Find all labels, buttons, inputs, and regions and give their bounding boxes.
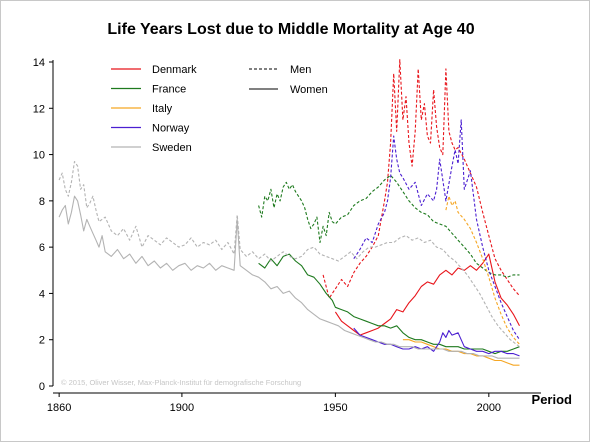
credit-text: © 2015, Oliver Wisser, Max-Planck-Instit… [61, 378, 301, 387]
y-tick-label: 14 [33, 57, 45, 69]
series-line-norway-women [353, 327, 520, 357]
x-tick-label: 1950 [323, 402, 347, 414]
y-tick-label: 8 [39, 196, 45, 208]
series-line-sweden-men [58, 160, 520, 348]
legend-linestyle-label: Men [290, 64, 311, 76]
series-line-denmark-women [334, 253, 520, 336]
series-line-denmark-men [322, 59, 520, 299]
series-line-france-men [258, 174, 520, 278]
series-line-italy-women [402, 339, 520, 366]
legend-label: Sweden [152, 142, 192, 154]
y-tick-label: 6 [39, 242, 45, 254]
legend-label: France [152, 84, 186, 96]
y-tick-label: 4 [39, 288, 45, 300]
x-tick-label: 1900 [170, 402, 194, 414]
series-layer [58, 59, 520, 366]
x-tick-label: 2000 [477, 402, 501, 414]
y-tick-label: 10 [33, 150, 45, 162]
series-line-italy-men [445, 195, 520, 345]
x-axis-label: Period [532, 392, 573, 407]
y-tick-label: 0 [39, 381, 45, 393]
legend-label: Norway [152, 123, 190, 135]
series-line-norway-men [353, 119, 520, 341]
y-tick-label: 12 [33, 103, 45, 115]
chart-title: Life Years Lost due to Middle Mortality … [107, 21, 474, 38]
legend-linestyle-label: Women [290, 84, 328, 96]
series-line-sweden-women [58, 195, 520, 359]
series-line-france-women [258, 253, 520, 355]
axes: 0 2 4 6 8 10 12 14 1860 1900 1950 2000 [33, 57, 541, 414]
y-tick-label: 2 [39, 335, 45, 347]
x-tick-label: 1860 [47, 402, 71, 414]
legend-label: Denmark [152, 64, 197, 76]
legend-label: Italy [152, 103, 173, 115]
legend: Denmark France Italy Norway Sweden Men Women [111, 64, 328, 154]
